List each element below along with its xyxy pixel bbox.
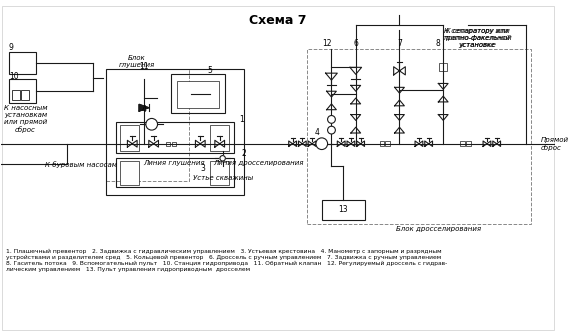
Polygon shape: [438, 115, 448, 120]
Polygon shape: [394, 87, 404, 93]
Polygon shape: [394, 67, 405, 75]
Text: Линия глушения: Линия глушения: [143, 160, 205, 166]
Polygon shape: [438, 83, 448, 89]
Bar: [9, 79, 36, 103]
Polygon shape: [327, 91, 336, 97]
Bar: [12, 90, 19, 100]
Polygon shape: [289, 141, 296, 146]
Bar: [106, 69, 189, 181]
Polygon shape: [327, 104, 336, 110]
Text: К сепаратору или
трапно-факельной
установке: К сепаратору или трапно-факельной устано…: [445, 28, 510, 48]
Circle shape: [146, 119, 157, 130]
Bar: [116, 122, 234, 154]
Bar: [307, 49, 531, 224]
Polygon shape: [299, 141, 306, 146]
Bar: [22, 90, 29, 100]
Text: 4: 4: [315, 128, 319, 136]
Text: 9: 9: [9, 43, 14, 52]
Text: 5: 5: [207, 66, 213, 75]
Polygon shape: [325, 73, 337, 80]
Text: 11: 11: [139, 62, 149, 72]
Text: Блок дросселирования: Блок дросселирования: [396, 226, 481, 232]
Text: Блок
глушения: Блок глушения: [119, 55, 155, 68]
Polygon shape: [394, 127, 404, 133]
Polygon shape: [351, 115, 361, 120]
Polygon shape: [394, 100, 404, 106]
Text: 2: 2: [242, 149, 246, 158]
Polygon shape: [149, 140, 158, 147]
Bar: [172, 142, 176, 145]
Text: Линия дросселирования: Линия дросселирования: [213, 160, 304, 166]
Polygon shape: [438, 96, 448, 102]
Bar: [460, 141, 465, 146]
Text: Схема 7: Схема 7: [249, 14, 307, 27]
Circle shape: [328, 116, 335, 123]
Bar: [466, 141, 471, 146]
Bar: [120, 161, 139, 184]
Bar: [171, 74, 225, 113]
Polygon shape: [357, 141, 364, 146]
Bar: [120, 125, 139, 151]
Polygon shape: [215, 140, 225, 147]
Bar: [116, 158, 234, 187]
Bar: [439, 63, 447, 71]
Bar: [177, 81, 219, 108]
Polygon shape: [415, 141, 423, 146]
Polygon shape: [347, 141, 355, 146]
Text: 12: 12: [322, 39, 331, 48]
Circle shape: [328, 126, 335, 134]
Text: 10: 10: [9, 72, 18, 81]
Bar: [210, 125, 230, 151]
Text: 1. Плашечный превентор   2. Задвижка с гидравлическим управлением   3. Устьевая : 1. Плашечный превентор 2. Задвижка с гид…: [6, 249, 447, 271]
Text: 6: 6: [353, 39, 358, 48]
Polygon shape: [196, 140, 205, 147]
Circle shape: [220, 156, 225, 161]
Text: 4: 4: [141, 105, 146, 114]
Polygon shape: [483, 141, 491, 146]
Polygon shape: [351, 127, 361, 133]
Text: 1: 1: [240, 115, 245, 124]
Text: Устье скважины: Устье скважины: [193, 175, 253, 181]
Bar: [166, 142, 170, 145]
Polygon shape: [350, 67, 361, 74]
Text: К буровым насосам: К буровым насосам: [45, 161, 117, 168]
Polygon shape: [351, 98, 361, 104]
Polygon shape: [394, 115, 404, 120]
Polygon shape: [351, 85, 361, 91]
Polygon shape: [128, 140, 137, 147]
Text: К сепаратору или
трапно-факельной
установке: К сепаратору или трапно-факельной устано…: [442, 28, 512, 48]
Polygon shape: [493, 141, 500, 146]
Text: 7: 7: [397, 39, 402, 48]
Bar: [210, 161, 230, 184]
Polygon shape: [139, 104, 149, 111]
Text: К насосным
установкам
или прямой
сброс: К насосным установкам или прямой сброс: [3, 106, 47, 133]
Text: 8: 8: [436, 39, 441, 48]
Text: 13: 13: [339, 205, 348, 214]
Bar: [106, 69, 244, 195]
Text: 3: 3: [201, 164, 206, 173]
Bar: [321, 200, 365, 219]
Polygon shape: [308, 141, 316, 146]
Bar: [9, 52, 36, 74]
Polygon shape: [337, 141, 345, 146]
Bar: [380, 141, 384, 146]
Polygon shape: [425, 141, 433, 146]
Circle shape: [316, 138, 328, 150]
Bar: [385, 141, 390, 146]
Text: Прямой
сброс: Прямой сброс: [540, 137, 568, 151]
